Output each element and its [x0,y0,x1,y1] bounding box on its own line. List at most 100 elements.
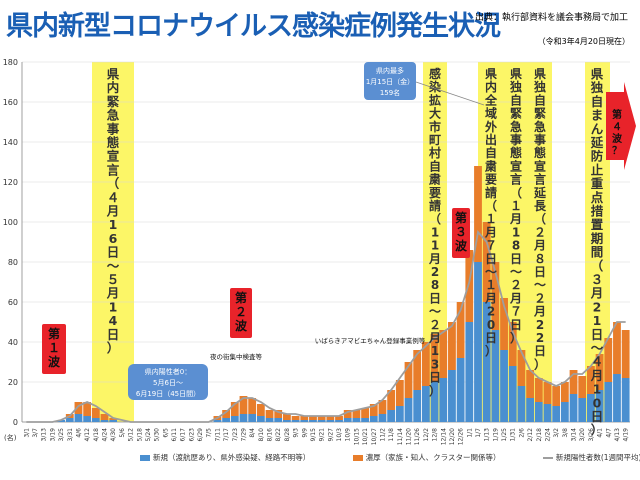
bar-close [500,298,508,350]
x-tick-label: 3/8 [562,428,569,438]
bar-new [317,420,326,422]
bar-new [560,402,569,422]
band-label-char: 1 [431,344,439,358]
legend: 新規（渡航歴あり、県外感染疑、経路不明等） 濃厚（家族・知人、クラスター関係等）… [140,452,640,463]
bar-new [74,414,83,422]
band-label-char: 日 [107,245,120,260]
bar-new [578,398,587,422]
band-label-char: 拡 [429,92,441,107]
band-label-char: １ [510,199,522,213]
bar-close [613,322,621,374]
wave-char: 波 [48,354,61,369]
bar-close [230,402,239,416]
bar-close [283,414,291,420]
x-tick-label: 4/12 [84,428,91,442]
bar-new [300,420,309,422]
bar-new [256,416,265,422]
band-label-char: 日 [534,344,546,358]
legend-new-label: 新規（渡航歴あり、県外感染疑、経路不明等） [153,453,311,462]
callout-zero: 県内陽性者0： 5月6日～ 6月19日（45日間） [128,364,208,400]
x-tick-label: 4/6 [75,428,82,438]
band-label-char: ８ [534,252,546,266]
x-tick-label: 7/11 [214,428,221,442]
band-label-char: 緊 [510,106,522,121]
bar-close [74,402,83,414]
legend-new-swatch [140,455,150,461]
x-tick-label: 1/19 [492,428,499,442]
callout-max-line: 1月15日（金） [366,77,414,86]
band-label-char: ７ [485,239,497,253]
x-tick-label: 3/19 [49,428,56,442]
band-label-char: 宣 [534,158,546,173]
annotation-amabie: いばらきアマビエちゃん登録事業例等 [315,336,426,345]
bar-new [369,416,378,422]
band-label-char: 言 [107,162,120,177]
bar-new [361,418,369,422]
band-label-char: 請 [485,185,497,200]
x-tick-label: 4/1 [597,428,604,438]
x-tick-label: 3/31 [67,428,74,442]
band-label-char: 2 [536,318,544,332]
x-tick-label: 1/13 [484,428,491,442]
bar-close [335,416,343,420]
x-tick-label: 10/27 [371,428,378,445]
wave-char: ４ [612,121,622,133]
y-tick-label: 0 [13,418,18,427]
bar-new [274,418,283,422]
bar-close [83,402,92,416]
wave-char: 波 [455,238,468,253]
callout-max-line: 159名 [380,88,400,97]
x-tick-label: 10/21 [362,428,369,445]
bar-close [474,166,482,262]
wave-label-2: 第３波 [452,208,470,258]
band-label-char: ～ [591,341,604,356]
band-label-char: ３ [591,272,604,287]
legend-close-label: 濃厚（家族・知人、クラスター関係等） [365,453,501,462]
bar-new [230,416,239,422]
band-label-char: ～ [534,278,546,292]
bar-close [534,378,543,402]
band-label-char: 点 [591,190,604,205]
callout-max: 県内最多 1月15日（金） 159名 [364,62,485,106]
band-label-char: 事 [534,132,546,147]
bar-new [587,394,595,422]
band-label-char: ） [510,330,522,345]
band-2 [478,62,504,422]
band-label-char: ） [591,423,604,438]
bar-close [517,350,526,386]
bar-new [569,394,578,422]
band-label-char: 態 [534,145,546,160]
bar-new [534,402,543,422]
bar-close [456,302,465,358]
bar-new [448,370,456,422]
x-tick-label: 11/20 [406,428,413,445]
band-label-char: ま [591,108,604,123]
bar-close [343,410,352,418]
band-label-char: 長 [534,198,547,213]
band-label-char: 月 [106,204,120,219]
x-tick-label: 5/18 [136,428,143,442]
x-tick-label: 7/5 [206,428,213,438]
y-tick-label: 40 [8,338,18,347]
band-label-char: 染 [428,79,442,94]
band-label-char: 日 [485,252,497,266]
band-label-char: 日 [510,252,522,266]
bar-close [274,410,283,418]
band-label-char: 月 [533,239,546,253]
band-label-char: ） [107,341,120,356]
bar-close [326,416,335,420]
band-label-char: ～ [107,258,120,273]
y-tick-label: 180 [3,58,18,67]
bar-close [100,414,109,420]
bar-new [222,418,231,422]
band-label-char: 月 [509,291,522,305]
bar-new [439,378,448,422]
bar-close [621,330,630,378]
unit-label: (名) [4,433,17,442]
x-tick-label: 12/20 [449,428,456,445]
x-tick-label: 7/23 [232,428,239,442]
x-tick-label: 6/5 [162,428,169,438]
band-label-char: 要 [429,185,441,200]
band-label-char: 域 [485,106,497,121]
